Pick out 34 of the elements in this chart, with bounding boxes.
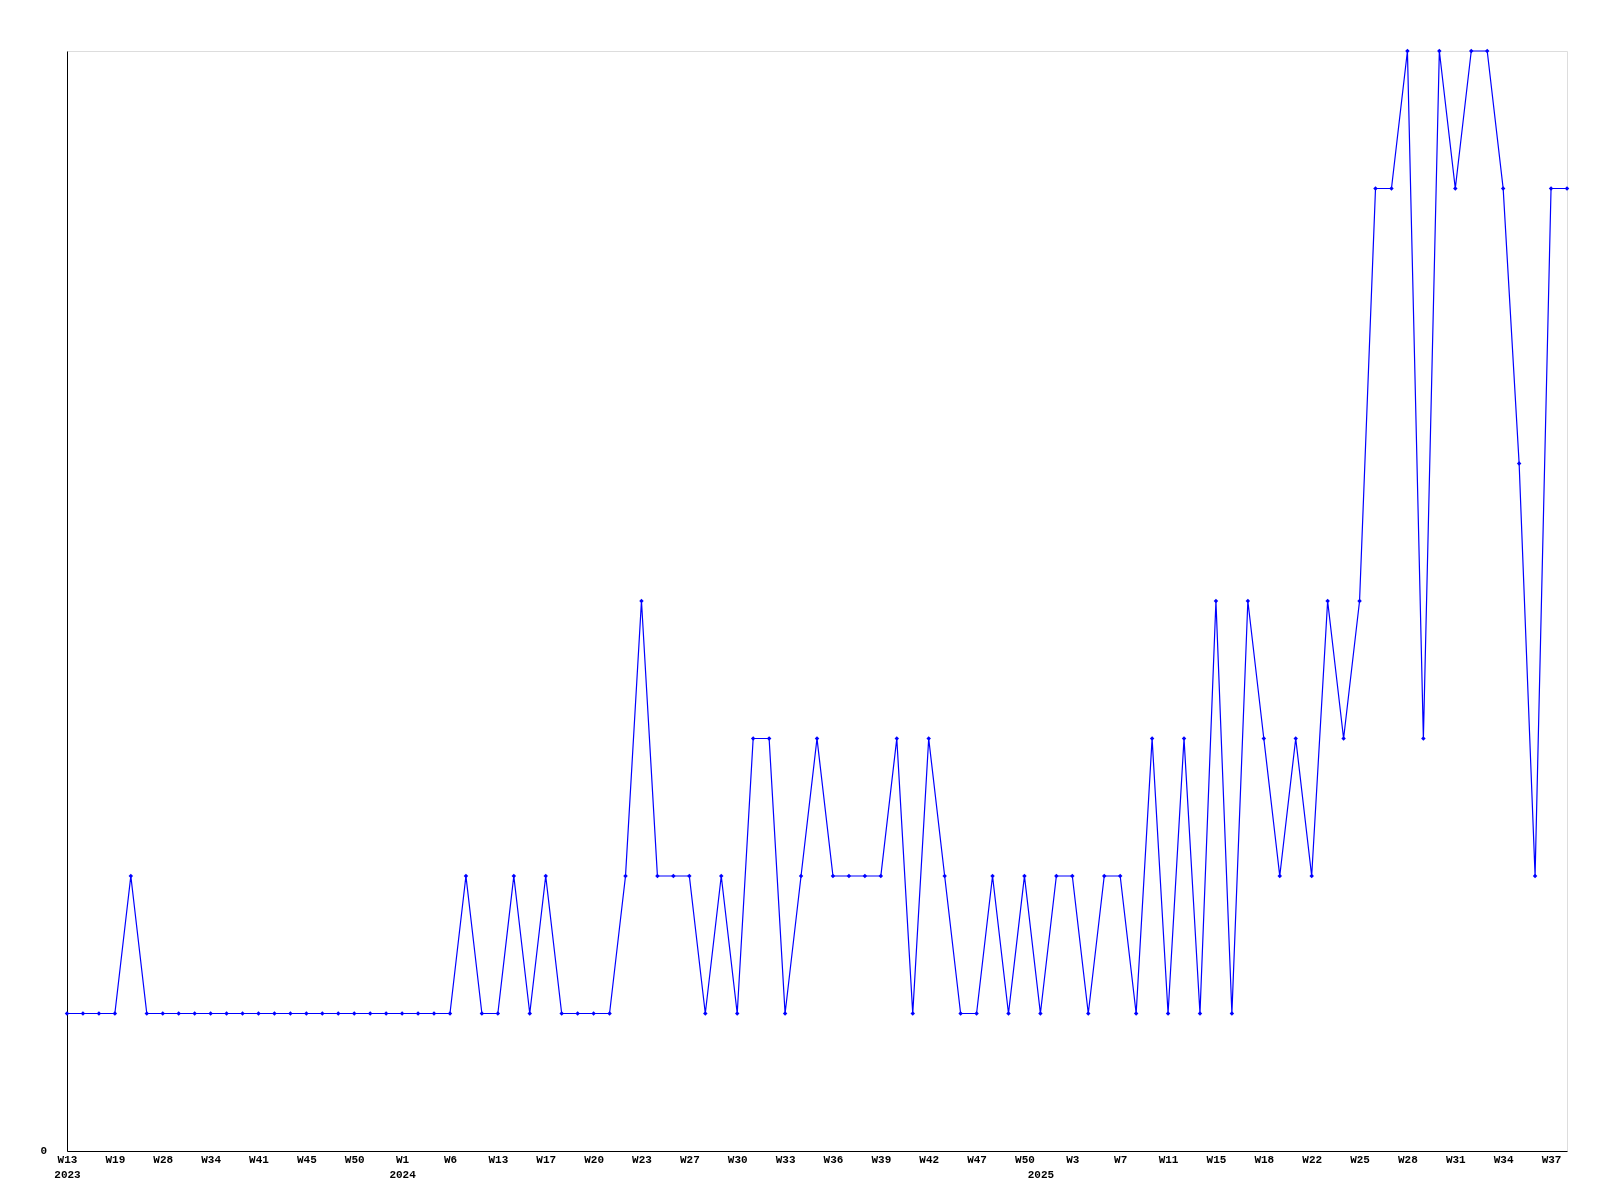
x-tick-label: W27 <box>679 1153 700 1166</box>
x-tick-label: W18 <box>1254 1153 1275 1166</box>
x-tick-label: W13 2023 <box>54 1153 82 1181</box>
x-tick-label: W1 2024 <box>389 1153 417 1181</box>
x-tick-label: W11 <box>1158 1153 1179 1166</box>
x-tick-label: W25 <box>1350 1153 1371 1166</box>
x-tick-label: W19 <box>105 1153 126 1166</box>
x-tick-label: W50 <box>344 1153 365 1166</box>
x-tick-label: W17 <box>536 1153 557 1166</box>
x-tick-label: W28 <box>1398 1153 1419 1166</box>
x-tick-label: W28 <box>153 1153 174 1166</box>
x-tick-label: W7 <box>1114 1153 1128 1166</box>
x-tick-label: W39 <box>871 1153 892 1166</box>
x-tick-label: W33 <box>775 1153 796 1166</box>
x-tick-label: W45 <box>296 1153 318 1166</box>
x-tick-label: W34 <box>1493 1153 1514 1166</box>
x-tick-label: W41 <box>249 1153 270 1166</box>
x-tick-label: W3 <box>1066 1153 1080 1166</box>
x-tick-label: W15 <box>1206 1153 1227 1166</box>
x-tick-label: W50 <box>1015 1153 1035 1166</box>
x-tick-label: W30 <box>727 1153 748 1166</box>
x-tick-label: W31 <box>1445 1153 1467 1166</box>
x-tick-label: W36 <box>823 1153 844 1166</box>
x-tick-label: W47 <box>967 1153 987 1166</box>
x-tick-label: W13 <box>488 1153 509 1166</box>
text: 0 <box>40 1145 47 1157</box>
x-tick-label: W37 <box>1541 1153 1562 1166</box>
x-tick-label: 2025 <box>1027 1168 1055 1181</box>
x-tick-label: W6 <box>443 1153 458 1166</box>
x-tick-label: W22 <box>1302 1153 1323 1166</box>
x-tick-label: W42 <box>919 1153 940 1166</box>
x-tick-label: W23 <box>632 1153 653 1166</box>
x-tick-label: W34 <box>201 1153 222 1166</box>
x-tick-label: W20 <box>584 1153 604 1166</box>
